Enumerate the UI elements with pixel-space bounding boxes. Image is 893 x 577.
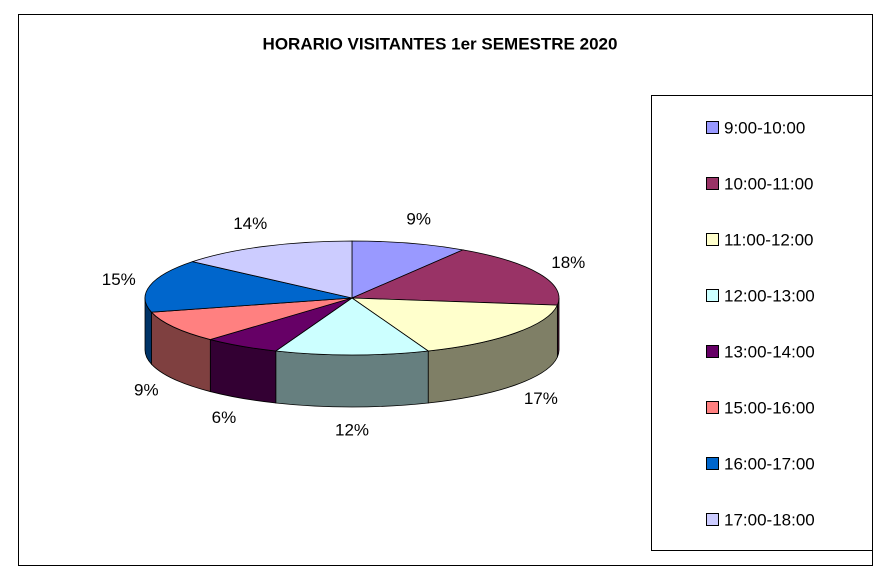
- slice-side: [275, 350, 429, 408]
- chart-title: HORARIO VISITANTES 1er SEMESTRE 2020: [263, 34, 618, 53]
- legend-label: 9:00-10:00: [724, 118, 805, 137]
- legend-swatch: [706, 177, 719, 190]
- legend-swatch: [706, 345, 719, 358]
- legend-label: 13:00-14:00: [724, 342, 815, 361]
- legend-swatch: [706, 233, 719, 246]
- legend-swatch: [706, 121, 719, 134]
- legend-label: 15:00-16:00: [724, 398, 815, 417]
- data-label: 6%: [212, 408, 237, 427]
- legend-label: 10:00-11:00: [724, 174, 813, 193]
- slice: [144, 261, 353, 313]
- data-label: 9%: [406, 210, 431, 229]
- legend-label: 16:00-17:00: [724, 454, 815, 473]
- data-label: 15%: [102, 270, 136, 289]
- legend-swatch: [706, 289, 719, 302]
- legend-label: 11:00-12:00: [724, 230, 813, 249]
- legend-swatch: [706, 457, 719, 470]
- slice: [191, 240, 353, 299]
- legend-swatch: [706, 513, 719, 526]
- slice: [350, 297, 558, 352]
- slice: [351, 249, 560, 306]
- slice: [274, 297, 430, 356]
- legend-label: 17:00-18:00: [724, 510, 815, 529]
- data-label: 14%: [233, 214, 267, 233]
- legend-label: 12:00-13:00: [724, 286, 815, 305]
- legend-swatch: [706, 401, 719, 414]
- legend-box: [651, 95, 873, 551]
- data-label: 9%: [134, 381, 159, 400]
- data-label: 18%: [551, 253, 585, 272]
- slice: [150, 297, 353, 340]
- slice: [351, 240, 465, 299]
- data-label: 12%: [335, 420, 369, 439]
- data-label: 17%: [524, 389, 558, 408]
